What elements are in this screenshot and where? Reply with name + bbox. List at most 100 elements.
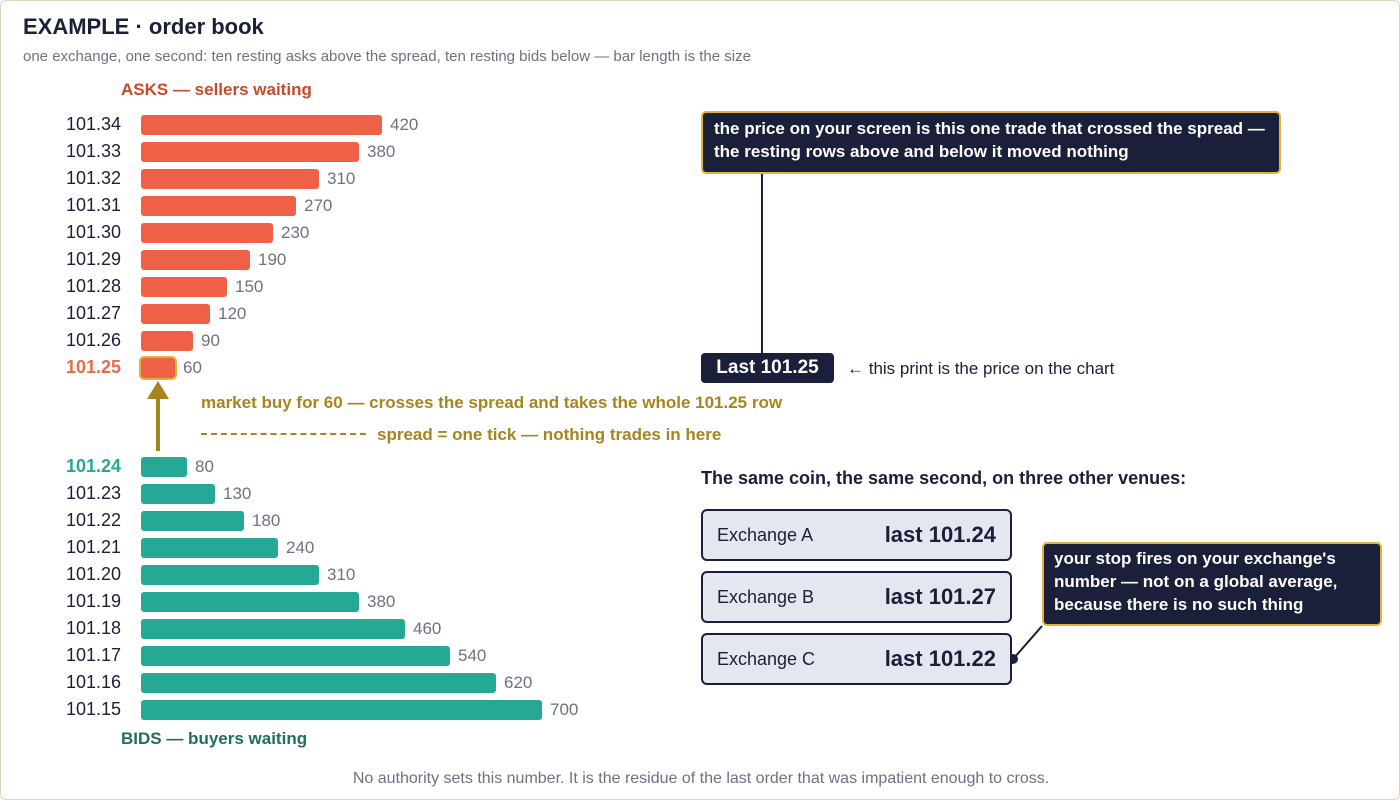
venue-name: Exchange A bbox=[717, 525, 814, 545]
bid-price: 101.22 bbox=[65, 510, 121, 530]
stop-callout-connector bbox=[1013, 625, 1043, 659]
ask-price: 101.34 bbox=[65, 114, 121, 134]
bid-row: 101.16 620 bbox=[1, 669, 641, 696]
ask-size-label: 420 bbox=[390, 115, 419, 134]
bid-row: 101.17 540 bbox=[1, 642, 641, 669]
venue-card-b: Exchange B last 101.27 bbox=[701, 571, 1012, 623]
stop-callout: your stop fires on your exchange's numbe… bbox=[1042, 542, 1382, 626]
ask-row: 101.33 380 bbox=[1, 138, 641, 165]
last-price-note: ← this print is the price on the chart bbox=[847, 359, 1115, 378]
bid-price: 101.15 bbox=[65, 699, 121, 719]
bid-size-label: 460 bbox=[413, 619, 442, 638]
bid-price: 101.17 bbox=[65, 645, 121, 665]
ask-price: 101.27 bbox=[65, 303, 121, 323]
bid-row: 101.18 460 bbox=[1, 615, 641, 642]
ask-row: 101.27 120 bbox=[1, 300, 641, 327]
bid-size-bar bbox=[141, 673, 496, 693]
venue-card-a: Exchange A last 101.24 bbox=[701, 509, 1012, 561]
bid-size-bar bbox=[141, 538, 278, 558]
bid-size-label: 180 bbox=[252, 511, 281, 530]
ask-size-label: 150 bbox=[235, 277, 264, 296]
ask-price: 101.29 bbox=[65, 249, 121, 269]
venues-heading: The same coin, the same second, on three… bbox=[701, 468, 1187, 488]
bid-size-bar bbox=[141, 592, 359, 612]
trade-callout: the price on your screen is this one tra… bbox=[701, 111, 1281, 174]
ask-size-bar bbox=[141, 304, 210, 324]
bids-label: BIDS — buyers waiting bbox=[121, 729, 308, 748]
spread-dash-line bbox=[201, 433, 366, 435]
venue-last-price: last 101.22 bbox=[884, 646, 996, 671]
bid-price: 101.24 bbox=[65, 456, 121, 476]
spread-note: spread = one tick — nothing trades in he… bbox=[377, 425, 722, 444]
venue-name: Exchange B bbox=[717, 587, 815, 607]
bid-row: 101.24 80 bbox=[1, 453, 641, 480]
ask-price: 101.32 bbox=[65, 168, 121, 188]
venue-name: Exchange C bbox=[717, 649, 816, 669]
ask-size-label: 90 bbox=[201, 331, 220, 350]
ask-size-bar bbox=[139, 356, 177, 380]
bid-size-label: 80 bbox=[195, 457, 214, 476]
bid-size-label: 620 bbox=[504, 673, 533, 692]
bid-row: 101.19 380 bbox=[1, 588, 641, 615]
bid-size-bar bbox=[141, 484, 215, 504]
ask-size-label: 230 bbox=[281, 223, 310, 242]
ask-price: 101.33 bbox=[65, 141, 121, 161]
venue-last-price: last 101.27 bbox=[884, 584, 996, 609]
ask-price: 101.28 bbox=[65, 276, 121, 296]
ask-price: 101.26 bbox=[65, 330, 121, 350]
market-buy-arrow-head bbox=[147, 381, 169, 399]
bid-size-bar bbox=[141, 457, 187, 477]
ask-size-bar bbox=[141, 115, 382, 135]
ask-size-label: 310 bbox=[327, 169, 356, 188]
bid-price: 101.20 bbox=[65, 564, 121, 584]
ask-price: 101.30 bbox=[65, 222, 121, 242]
bid-price: 101.19 bbox=[65, 591, 121, 611]
bid-size-bar bbox=[141, 565, 319, 585]
ask-row: 101.31 270 bbox=[1, 192, 641, 219]
last-price-pill: Last 101.25 bbox=[701, 353, 834, 383]
venue-last-price: last 101.24 bbox=[884, 522, 996, 547]
bid-row: 101.23 130 bbox=[1, 480, 641, 507]
bid-size-label: 310 bbox=[327, 565, 356, 584]
ask-size-bar bbox=[141, 277, 227, 297]
bid-size-label: 130 bbox=[223, 484, 252, 503]
ask-size-bar bbox=[141, 331, 193, 351]
bid-size-label: 540 bbox=[458, 646, 487, 665]
page-title: EXAMPLE · order book bbox=[23, 14, 264, 39]
market-buy-note: market buy for 60 — crosses the spread a… bbox=[201, 393, 783, 412]
ask-row: 101.34 420 bbox=[1, 111, 641, 138]
bid-row: 101.21 240 bbox=[1, 534, 641, 561]
ask-price: 101.31 bbox=[65, 195, 121, 215]
ask-price: 101.25 bbox=[65, 357, 121, 377]
ask-size-label: 380 bbox=[367, 142, 396, 161]
ask-row: 101.25 60 bbox=[1, 354, 641, 381]
bid-price: 101.18 bbox=[65, 618, 121, 638]
ask-size-bar bbox=[141, 142, 359, 162]
page-subtitle: one exchange, one second: ten resting as… bbox=[23, 48, 751, 65]
ask-size-bar bbox=[141, 250, 250, 270]
bid-size-label: 700 bbox=[550, 700, 579, 719]
ask-size-label: 270 bbox=[304, 196, 333, 215]
ask-row: 101.26 90 bbox=[1, 327, 641, 354]
venue-card-c: Exchange C last 101.22 bbox=[701, 633, 1012, 685]
bid-row: 101.15 700 bbox=[1, 696, 641, 723]
asks-label: ASKS — sellers waiting bbox=[121, 80, 312, 99]
bid-price: 101.23 bbox=[65, 483, 121, 503]
bid-size-bar bbox=[141, 511, 244, 531]
bid-price: 101.16 bbox=[65, 672, 121, 692]
ask-row: 101.30 230 bbox=[1, 219, 641, 246]
ask-size-bar bbox=[141, 169, 319, 189]
bid-size-bar bbox=[141, 700, 542, 720]
ask-size-label: 60 bbox=[183, 358, 202, 377]
ask-size-label: 190 bbox=[258, 250, 287, 269]
footer-note: No authority sets this number. It is the… bbox=[352, 770, 1050, 787]
bid-size-bar bbox=[141, 619, 405, 639]
ask-size-bar bbox=[141, 223, 273, 243]
ask-size-bar bbox=[141, 196, 296, 216]
bid-size-label: 380 bbox=[367, 592, 396, 611]
bid-row: 101.22 180 bbox=[1, 507, 641, 534]
ask-row: 101.28 150 bbox=[1, 273, 641, 300]
ask-row: 101.32 310 bbox=[1, 165, 641, 192]
